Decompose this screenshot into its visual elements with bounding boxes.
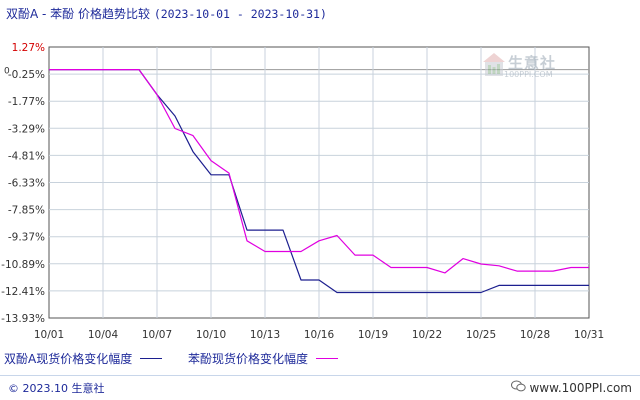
x-tick-label: 10/31 [574, 329, 604, 341]
legend-label-phenol: 苯酚现货价格变化幅度 [188, 352, 309, 366]
footer-site-text: www.100PPI.com [529, 381, 632, 395]
y-tick-label: -10.89% [1, 259, 45, 271]
y-tick-label: 1.27% [12, 42, 45, 54]
x-tick-label: 10/10 [196, 329, 226, 341]
y-tick-label: -9.37% [8, 232, 45, 244]
y-tick-label: -3.29% [8, 123, 45, 135]
footer-divider [0, 375, 640, 376]
y-tick-label: -12.41% [1, 286, 45, 298]
chart-legend: 双酚A现货价格变化幅度 苯酚现货价格变化幅度 [4, 350, 360, 367]
y-tick-label: -1.77% [8, 96, 45, 108]
watermark-name: 生意社 [508, 54, 557, 72]
watermark-house-icon [483, 53, 505, 76]
chart-title-text: 双酚A - 苯酚 价格趋势比较 [6, 7, 150, 21]
legend-item-bisphenol-a: 双酚A现货价格变化幅度 [4, 350, 163, 367]
chart-title: 双酚A - 苯酚 价格趋势比较 (2023-10-01 - 2023-10-31… [6, 5, 327, 22]
wechat-icon [510, 380, 530, 395]
footer-copyright: © 2023.10 生意社 [8, 382, 105, 395]
y-tick-label: -7.85% [8, 205, 45, 217]
watermark-url: 100PPI.COM [504, 70, 553, 79]
legend-label-bisphenol-a: 双酚A现货价格变化幅度 [4, 352, 133, 366]
y-tick-label: -6.33% [8, 178, 45, 190]
y-tick-label: -0.25% [8, 69, 45, 81]
y-tick-label: -4.81% [8, 150, 45, 162]
footer-site-link[interactable]: www.100PPI.com [510, 380, 632, 395]
y-tick-label: 0 [4, 67, 10, 77]
x-tick-label: 10/16 [304, 329, 335, 341]
x-tick-label: 10/19 [358, 329, 388, 341]
x-tick-label: 10/07 [142, 329, 172, 341]
watermark: 生意社 100PPI.COM [482, 52, 555, 82]
x-tick-label: 10/25 [466, 329, 496, 341]
x-tick-label: 10/22 [412, 329, 442, 341]
x-tick-label: 10/28 [520, 329, 550, 341]
legend-item-phenol: 苯酚现货价格变化幅度 [188, 350, 339, 367]
x-tick-label: 10/04 [88, 329, 119, 341]
series-line-phenol [49, 68, 589, 274]
legend-swatch-bisphenol-a [140, 358, 163, 359]
x-tick-label: 10/13 [250, 329, 280, 341]
chart-title-range: (2023-10-01 - 2023-10-31) [153, 7, 327, 21]
series-line-bisphenol-a [49, 68, 589, 294]
x-tick-label: 10/01 [34, 329, 64, 341]
legend-swatch-phenol [316, 358, 339, 359]
y-tick-label: -13.93% [1, 313, 45, 325]
